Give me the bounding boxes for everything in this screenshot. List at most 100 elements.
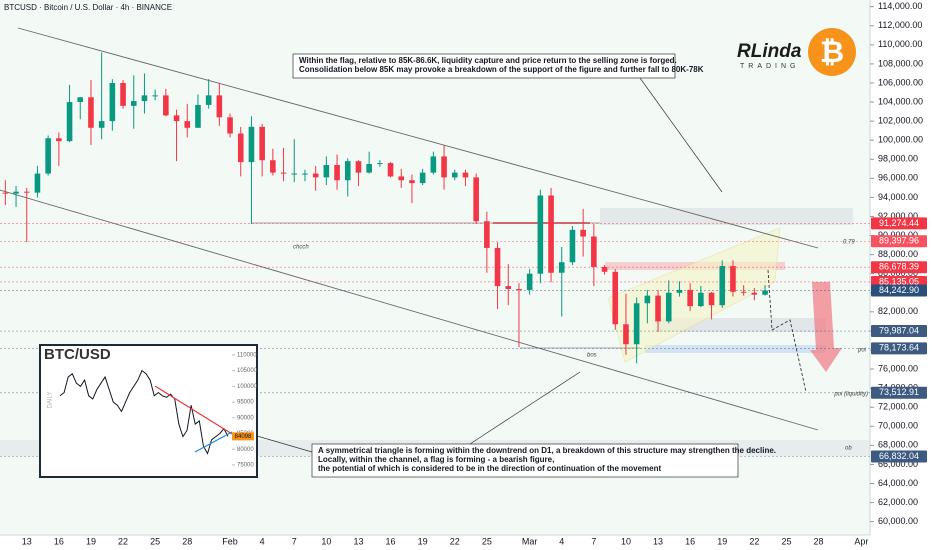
y-tick-label: 100,000.00 bbox=[878, 135, 923, 145]
x-tick-label: 13 bbox=[22, 536, 32, 546]
candle-body bbox=[526, 273, 533, 290]
inset-trend bbox=[154, 385, 233, 435]
candle-body bbox=[45, 138, 51, 174]
poi-zone bbox=[645, 345, 826, 353]
x-tick-label: 7 bbox=[591, 536, 596, 546]
candle-body bbox=[558, 262, 565, 273]
candle-body bbox=[141, 95, 148, 102]
candle-body bbox=[152, 95, 158, 97]
logo-name: RLinda bbox=[737, 41, 802, 62]
projection bbox=[767, 269, 807, 393]
callout-text: A symmetrical triangle is forming within… bbox=[318, 446, 776, 455]
candle-body bbox=[312, 173, 319, 178]
candle-body bbox=[612, 271, 619, 325]
y-tick-label: 94,000.00 bbox=[878, 192, 918, 202]
x-tick-label: 25 bbox=[482, 536, 492, 546]
x-tick-label: 4 bbox=[559, 536, 564, 546]
x-tick-label: 16 bbox=[386, 536, 396, 546]
x-tick-label: 13 bbox=[353, 536, 363, 546]
x-tick-label: 22 bbox=[749, 536, 759, 546]
annotation: poi (liquidity) bbox=[833, 392, 868, 398]
price-tag bbox=[871, 284, 927, 297]
candle-body bbox=[591, 236, 597, 268]
candle-body bbox=[366, 164, 372, 173]
candle-body bbox=[377, 163, 383, 165]
y-tick-label: 112,000.00 bbox=[878, 20, 922, 30]
x-tick-label: 10 bbox=[621, 536, 631, 546]
candle-body bbox=[644, 295, 651, 304]
candle-body bbox=[698, 292, 704, 307]
resistance-zone bbox=[600, 208, 853, 225]
annotation: chcch bbox=[293, 245, 309, 251]
candle-body bbox=[751, 292, 758, 295]
x-tick-label: 25 bbox=[150, 536, 160, 546]
y-tick-label: 82,000.00 bbox=[878, 306, 918, 316]
price-tag-label: 86,678.39 bbox=[879, 262, 919, 272]
inset-tick-label: 80000 bbox=[237, 447, 254, 453]
callout-text: Locally, within the channel, a flag is f… bbox=[318, 455, 554, 464]
inset-tick-label: 90000 bbox=[237, 415, 254, 421]
x-tick-label: 22 bbox=[450, 536, 460, 546]
x-tick-label: 22 bbox=[118, 536, 128, 546]
candle-body bbox=[473, 177, 479, 222]
x-tick-label: 7 bbox=[292, 536, 297, 546]
candle-body bbox=[580, 229, 586, 237]
candle-body bbox=[484, 221, 490, 248]
candle-body bbox=[163, 95, 169, 116]
y-tick-label: 76,000.00 bbox=[878, 363, 918, 373]
candle-body bbox=[419, 172, 426, 184]
candle-body bbox=[216, 95, 223, 118]
inset-tick-label: 75000 bbox=[237, 463, 254, 469]
badge-icon: ₿ bbox=[820, 36, 844, 69]
inset-tick-label: 110000 bbox=[237, 352, 257, 358]
y-tick-label: 64,000.00 bbox=[878, 478, 918, 488]
callout-pointer bbox=[639, 77, 723, 193]
candle-body bbox=[344, 161, 351, 181]
x-tick-label: 19 bbox=[717, 536, 727, 546]
inset-title: BTC/USD bbox=[44, 346, 111, 363]
callout-box bbox=[292, 53, 676, 79]
annotation: bos bbox=[587, 353, 597, 359]
x-tick-label: Apr bbox=[854, 536, 868, 546]
price-tag-label: 73,512.91 bbox=[879, 387, 919, 397]
candle-body bbox=[548, 195, 554, 273]
candle-body bbox=[120, 82, 126, 106]
y-tick-label: 96,000.00 bbox=[878, 173, 918, 183]
candle-body bbox=[77, 97, 84, 103]
annotation: 0.79 bbox=[843, 240, 855, 246]
callout-text: Consolidation below 85K may provoke a br… bbox=[299, 65, 704, 74]
price-tag bbox=[871, 325, 927, 338]
inset-tick-label: 105000 bbox=[237, 368, 258, 374]
inset: BTC/USD DAILY 110000 105000 100000 95000 90000… bbox=[39, 344, 258, 478]
price-tag-label: 89,397.96 bbox=[879, 236, 919, 246]
candle-body bbox=[665, 292, 672, 322]
candle-body bbox=[237, 133, 244, 163]
price-tag bbox=[871, 386, 927, 399]
annotation: ob bbox=[845, 446, 852, 452]
x-tick-label: 19 bbox=[418, 536, 428, 546]
candle-body bbox=[109, 82, 116, 122]
candle-body bbox=[730, 266, 736, 292]
x-tick-label: 19 bbox=[86, 536, 96, 546]
candle-body bbox=[740, 291, 747, 293]
y-tick-label: 90,000.00 bbox=[878, 230, 918, 240]
inset-tick-label: 100000 bbox=[237, 384, 258, 390]
price-tag-label: 91,274.44 bbox=[879, 218, 919, 228]
candle-body bbox=[505, 286, 512, 289]
chart-title: BTCUSD · Bitcoin / U.S. Dollar · 4h · BI… bbox=[4, 3, 172, 12]
candle-body bbox=[227, 117, 233, 134]
y-tick-label: 104,000.00 bbox=[878, 96, 923, 106]
candle-body bbox=[195, 104, 201, 128]
x-tick-label: 16 bbox=[685, 536, 695, 546]
candle-body bbox=[537, 195, 544, 274]
candle-body bbox=[88, 97, 94, 128]
callout-text: the potential of which is considered to … bbox=[318, 464, 661, 473]
x-tick-label: 16 bbox=[54, 536, 64, 546]
candle-body bbox=[719, 266, 726, 306]
candle-body bbox=[494, 247, 501, 287]
y-tick-label: 102,000.00 bbox=[878, 115, 923, 125]
inset-line bbox=[59, 369, 229, 455]
x-tick-label: 28 bbox=[814, 536, 824, 546]
x-tick-label: 10 bbox=[321, 536, 331, 546]
